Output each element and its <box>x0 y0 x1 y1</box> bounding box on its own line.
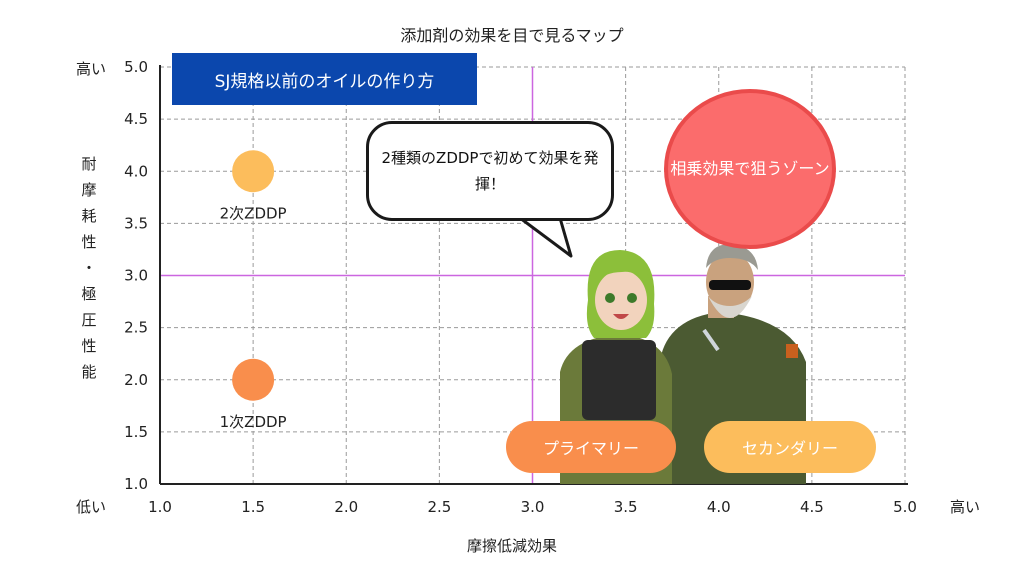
data-point <box>232 150 275 193</box>
chart-title: 添加剤の効果を目で見るマップ <box>400 26 624 45</box>
girl-face <box>595 270 647 330</box>
y-tick-label: 1.0 <box>124 475 148 493</box>
y-tick-label: 3.0 <box>124 267 148 285</box>
girl-bangs <box>594 258 650 286</box>
y-axis-label-char: 耗 <box>81 207 97 225</box>
girl-eye-right <box>627 293 637 303</box>
era-banner: SJ規格以前のオイルの作り方 <box>172 53 477 105</box>
x-tick-label: 1.5 <box>241 498 265 516</box>
y-tick-label: 3.5 <box>124 214 148 232</box>
y-axis-low-label: 低い <box>75 497 106 516</box>
soldier-beard <box>708 296 752 318</box>
y-axis-label-char: 耐 <box>81 155 97 173</box>
x-tick-label: 1.0 <box>148 498 172 516</box>
y-tick-label: 1.5 <box>124 423 148 441</box>
y-tick-label: 2.5 <box>124 319 148 337</box>
data-points: 2次ZDDP 1次ZDDP <box>220 150 287 431</box>
x-tick-label: 3.0 <box>521 498 545 516</box>
y-tick-labels: 1.0 1.5 2.0 2.5 3.0 3.5 4.0 4.5 5.0 <box>124 58 148 493</box>
y-tick-label: 5.0 <box>124 58 148 76</box>
soldier-hair <box>706 244 758 270</box>
girl-mouth <box>613 314 629 319</box>
x-tick-label: 4.5 <box>800 498 824 516</box>
y-axis-label-char: 性 <box>81 233 97 251</box>
y-axis-label-char: 摩 <box>81 181 97 199</box>
secondary-pill: セカンダリー <box>704 421 876 473</box>
x-tick-label: 5.0 <box>893 498 917 516</box>
tactical-vest <box>582 340 656 420</box>
y-axis-label-char: 能 <box>81 363 97 381</box>
y-axis-label-char: ・ <box>81 259 97 277</box>
y-tick-label: 4.5 <box>124 110 148 128</box>
y-axis-label-char: 圧 <box>81 311 97 329</box>
y-tick-label: 4.0 <box>124 162 148 180</box>
x-axis-high-label: 高い <box>949 497 980 516</box>
x-tick-labels: 1.0 1.5 2.0 2.5 3.0 3.5 4.0 4.5 5.0 <box>148 498 917 516</box>
y-axis-label: 耐摩耗性・極圧性能 <box>66 150 112 386</box>
x-tick-label: 4.0 <box>707 498 731 516</box>
y-axis-label-char: 極 <box>81 285 97 303</box>
bubble-tail <box>519 216 573 258</box>
x-tick-label: 3.5 <box>614 498 638 516</box>
point-label: 2次ZDDP <box>220 204 287 222</box>
y-axis-high-label: 高い <box>75 59 106 78</box>
x-tick-label: 2.5 <box>427 498 451 516</box>
sunglasses-icon <box>709 280 751 290</box>
target-zone-circle: 相乗効果で狙うゾーン <box>664 89 836 249</box>
primary-pill: プライマリー <box>506 421 676 473</box>
y-axis-label-char: 性 <box>81 337 97 355</box>
shoulder-patch-icon <box>786 344 798 358</box>
data-point <box>232 358 275 401</box>
x-tick-label: 2.0 <box>334 498 358 516</box>
y-tick-label: 2.0 <box>124 371 148 389</box>
girl-eye-left <box>605 293 615 303</box>
knife-icon <box>702 328 720 352</box>
speech-bubble: 2種類のZDDPで初めて効果を発揮！ <box>366 121 614 221</box>
x-axis-label: 摩擦低減効果 <box>466 536 557 555</box>
point-label: 1次ZDDP <box>220 413 287 431</box>
